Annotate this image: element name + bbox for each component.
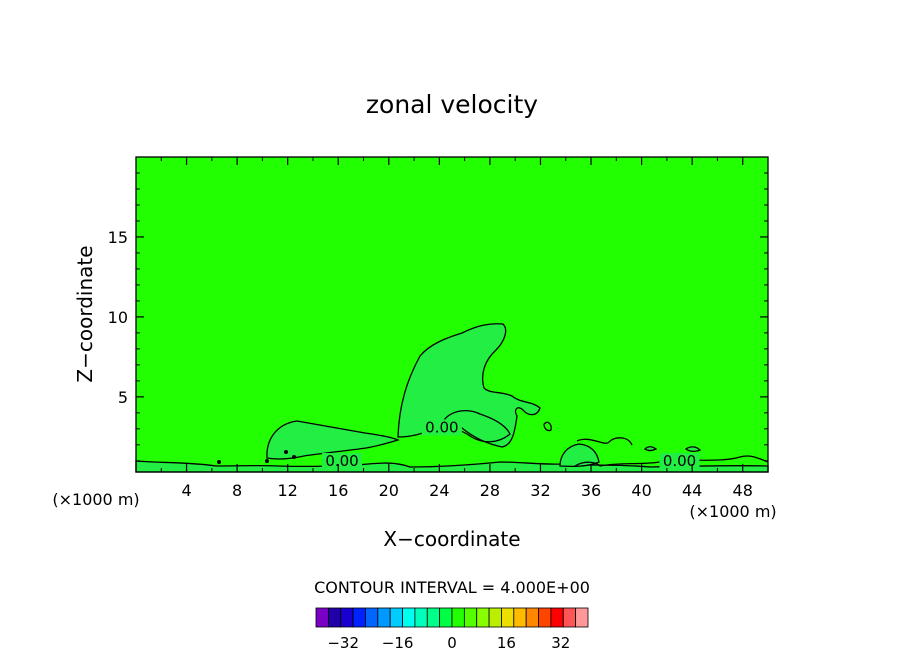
colorbar-swatch xyxy=(352,607,366,628)
contour-label: 0.00 xyxy=(425,418,458,436)
contour-right-cell xyxy=(559,443,600,468)
contour-small-cell-1 xyxy=(643,446,658,452)
x-tick-label: 40 xyxy=(631,481,651,500)
x-unit-label-right: (×1000 m) xyxy=(689,502,776,521)
x-tick-label: 32 xyxy=(530,481,550,500)
colorbar-swatch xyxy=(315,607,329,628)
contour-dot xyxy=(292,455,296,459)
contour-label-bg xyxy=(322,453,363,470)
colorbar-swatch xyxy=(439,607,453,628)
contour-line-lower xyxy=(599,455,769,467)
x-unit-label-left: (×1000 m) xyxy=(52,490,139,509)
contour-dot xyxy=(265,459,269,463)
contour-label-bg xyxy=(421,419,462,436)
x-tick-label: 44 xyxy=(682,481,702,500)
contour-line-right xyxy=(576,437,633,446)
contour-label: 0.00 xyxy=(663,452,696,470)
colorbar-swatch xyxy=(451,607,465,628)
colorbar-swatch xyxy=(488,607,502,628)
colorbar-swatch xyxy=(377,607,391,628)
contour-line-dip xyxy=(574,461,601,467)
x-tick-label: 12 xyxy=(278,481,298,500)
x-tick-label: 24 xyxy=(429,481,449,500)
colorbar-swatch xyxy=(414,607,428,628)
contour-line-notch xyxy=(543,421,552,432)
colorbar-swatch xyxy=(538,607,552,628)
x-tick-label: 20 xyxy=(379,481,399,500)
colorbar-swatch xyxy=(501,607,515,628)
contour-small-cell-2 xyxy=(684,446,702,453)
y-axis-label: Z−coordinate xyxy=(73,245,97,382)
contour-left-cloud xyxy=(266,420,400,460)
contour-dot xyxy=(284,450,288,454)
colorbar-swatch xyxy=(476,607,490,628)
colorbar-tick-label: 0 xyxy=(447,634,457,652)
y-tick-label: 10 xyxy=(108,308,128,327)
colorbar-tick-label: 32 xyxy=(551,634,570,652)
contour-dot xyxy=(217,460,221,464)
x-tick-label: 16 xyxy=(328,481,348,500)
colorbar: −32 −16 0 16 32 xyxy=(315,607,589,652)
contour-surface-band xyxy=(135,460,769,473)
contour-plume xyxy=(397,323,541,448)
x-tick-label: 48 xyxy=(733,481,753,500)
colorbar-swatch xyxy=(402,607,416,628)
colorbar-swatch xyxy=(389,607,403,628)
x-tick-label: 4 xyxy=(181,481,191,500)
x-axis-label: X−coordinate xyxy=(383,527,520,551)
colorbar-swatch xyxy=(550,607,564,628)
colorbar-swatch xyxy=(562,607,577,628)
colorbar-tick-label: −16 xyxy=(382,634,414,652)
contour-interval-label: CONTOUR INTERVAL = 4.000E+00 xyxy=(314,578,590,597)
x-tick-label: 28 xyxy=(480,481,500,500)
x-tick-label: 8 xyxy=(232,481,242,500)
colorbar-swatch xyxy=(525,607,539,628)
contour-label: 0.00 xyxy=(325,452,358,470)
colorbar-swatch xyxy=(575,607,589,628)
y-tick-label: 15 xyxy=(108,228,128,247)
colorbar-tick-label: 16 xyxy=(497,634,516,652)
y-tick-label: 5 xyxy=(118,388,128,407)
chart-title: zonal velocity xyxy=(366,90,538,119)
colorbar-tick-label: −32 xyxy=(327,634,359,652)
colorbar-swatch xyxy=(365,607,379,628)
colorbar-swatch xyxy=(340,607,354,628)
contour-label-bg xyxy=(659,453,700,470)
colorbar-swatch xyxy=(513,607,527,628)
x-tick-label: 36 xyxy=(581,481,601,500)
colorbar-swatch xyxy=(463,607,478,628)
plot-frame xyxy=(135,156,769,473)
contour-line-inner xyxy=(443,409,511,443)
colorbar-swatch xyxy=(426,607,441,628)
colorbar-swatch xyxy=(327,607,342,628)
